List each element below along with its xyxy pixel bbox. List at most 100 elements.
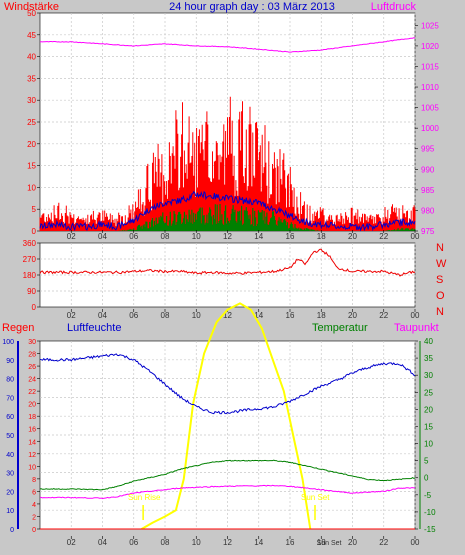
direction-tick-label: 360 [23,239,37,248]
temperature-tick-label: 35 [424,354,433,363]
wind-avg-series [39,190,416,232]
pressure-tick-label: 975 [421,227,435,236]
x-tick-label: 14 [254,538,263,547]
x-tick-label: 14 [254,311,263,320]
humidity-axis-title: Luftfeuchte [67,322,121,334]
rain-tick-label: 22 [28,389,36,396]
rain-tick-label: 20 [28,402,36,409]
rain-tick-label: 28 [28,352,36,359]
x-tick-label: 02 [67,311,76,320]
direction-tick-label: 90 [27,287,36,296]
rain-axis-title: Regen [2,322,34,334]
humidity-series [39,353,416,415]
x-tick-label: 18 [317,232,326,241]
wind-axis-title: Windstärke [4,1,59,13]
humidity-temperature-panel: 0102030405060708090100024681012141618202… [2,302,436,547]
wind-pressure-panel: 0510152025303540455097598098599099510001… [27,9,439,241]
wind-min-series [118,204,416,231]
pressure-tick-label: 1020 [421,42,439,51]
wind-tick-label: 30 [27,96,36,105]
pressure-tick-label: 1005 [421,104,439,113]
x-tick-label: 08 [161,232,170,241]
x-tick-label: 20 [348,538,357,547]
direction-letter: N [436,242,444,254]
temperature-tick-label: 40 [424,337,433,346]
temperature-series [39,459,416,491]
temperature-tick-label: -15 [424,525,436,534]
rain-tick-label: 30 [28,339,36,346]
x-tick-label: 00 [411,232,420,241]
x-tick-label: 04 [98,538,107,547]
wind-tick-label: 45 [27,31,36,40]
wind-direction-panel: 0 90 180 270 360 02 04 06 08 10 12 14 16 18 20 22 00 [23,239,420,320]
temperature-tick-label: 30 [424,371,433,380]
direction-letter: W [436,258,447,270]
rain-tick-label: 0 [32,527,36,534]
humidity-tick-label: 20 [6,489,14,496]
pressure-tick-label: 980 [421,206,435,215]
x-tick-label: 12 [223,232,232,241]
direction-series [39,248,416,277]
temperature-tick-label: 10 [424,440,433,449]
x-tick-label: 12 [223,311,232,320]
pressure-tick-label: 1000 [421,124,439,133]
x-tick-label: 22 [379,538,388,547]
x-tick-label: 18 [317,311,326,320]
rain-tick-label: 14 [28,439,36,446]
direction-letter: O [436,290,445,302]
temperature-tick-label: 20 [424,405,433,414]
humidity-tick-label: 30 [6,471,14,478]
rain-tick-label: 16 [28,427,36,434]
wind-tick-label: 25 [27,118,36,127]
temperature-tick-label: 25 [424,388,433,397]
x-tick-label: 06 [129,232,138,241]
rain-tick-label: 12 [28,452,36,459]
x-tick-label: 10 [192,538,201,547]
x-tick-label: 20 [348,311,357,320]
dewpoint-axis-title: Taupunkt [394,322,439,334]
x-tick-label: 22 [379,232,388,241]
pressure-series [39,37,416,53]
x-tick-label: 06 [129,538,138,547]
humidity-tick-label: 10 [6,508,14,515]
rain-tick-label: 26 [28,364,36,371]
x-tick-label: 20 [348,232,357,241]
humidity-tick-label: 0 [10,527,14,534]
rain-tick-label: 6 [32,489,36,496]
direction-letter: S [436,274,443,286]
wind-tick-label: 35 [27,74,36,83]
sunset-time-overlay: Sun Set [317,540,342,547]
temperature-tick-label: -5 [424,491,432,500]
humidity-tick-label: 50 [6,433,14,440]
temperature-tick-label: -10 [424,508,436,517]
x-tick-label: 04 [98,311,107,320]
x-tick-label: 16 [286,311,295,320]
x-tick-label: 10 [192,311,201,320]
pressure-tick-label: 995 [421,145,435,154]
wind-tick-label: 15 [27,162,36,171]
x-tick-label: 14 [254,232,263,241]
pressure-tick-label: 1015 [421,62,439,71]
sunshine-series [141,302,312,530]
temperature-tick-label: 15 [424,422,433,431]
wind-tick-label: 20 [27,140,36,149]
humidity-tick-label: 80 [6,377,14,384]
chart-title: 24 hour graph day : 03 März 2013 [169,1,335,13]
pressure-tick-label: 990 [421,165,435,174]
wind-tick-label: 10 [27,183,36,192]
temperature-tick-label: 5 [424,457,429,466]
temperature-tick-label: 0 [424,474,429,483]
humidity-tick-label: 60 [6,414,14,421]
rain-tick-label: 8 [32,477,36,484]
x-tick-label: 16 [286,538,295,547]
rain-tick-label: 2 [32,514,36,521]
x-tick-label: 02 [67,538,76,547]
wind-tick-label: 50 [27,9,36,18]
pressure-tick-label: 985 [421,186,435,195]
pressure-axis-title: Luftdruck [371,1,417,13]
x-tick-label: 00 [411,311,420,320]
x-tick-label: 16 [286,232,295,241]
x-tick-label: 12 [223,538,232,547]
x-tick-label: 10 [192,232,201,241]
